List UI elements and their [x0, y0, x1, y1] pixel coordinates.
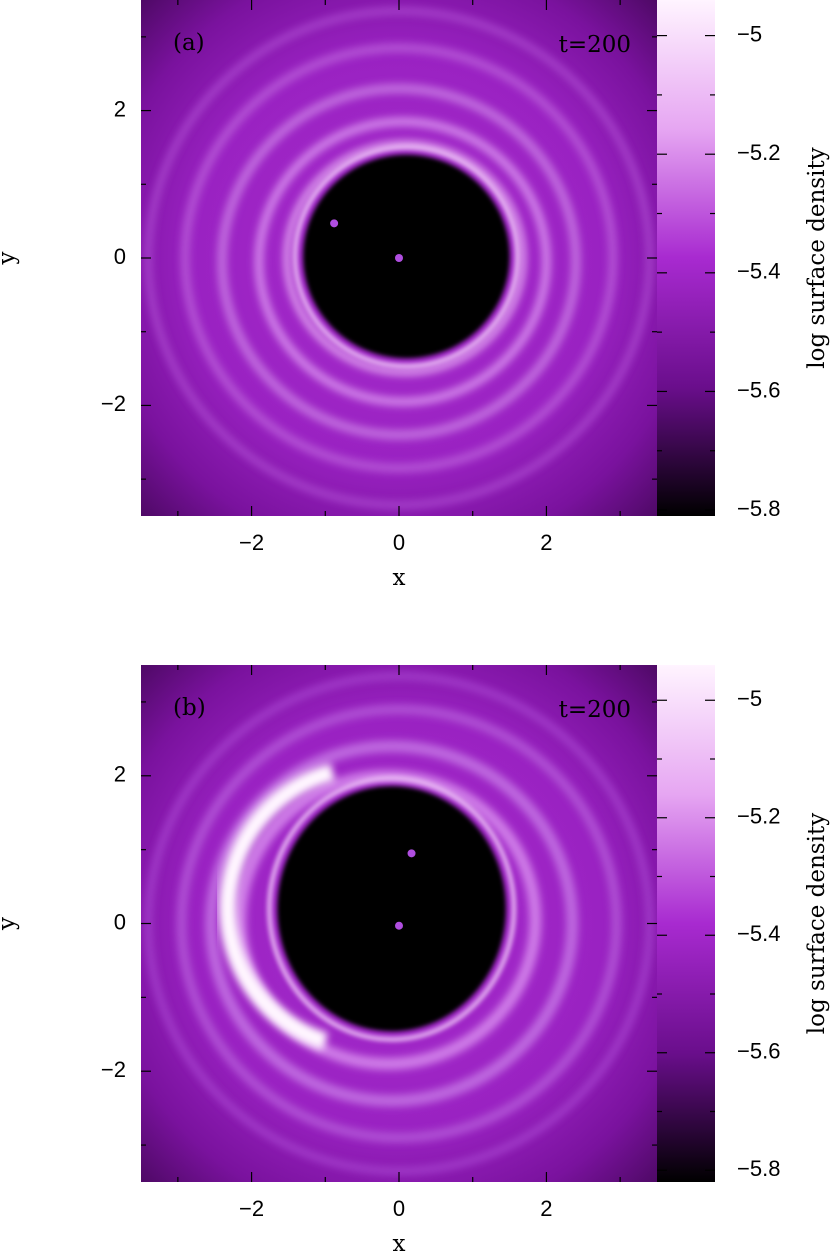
x-tick-label: 2	[540, 530, 552, 555]
density-ring	[176, 704, 622, 1143]
colorbar-tick-label: −5.6	[737, 377, 780, 402]
point	[395, 254, 403, 262]
density-ring	[217, 83, 581, 440]
point	[395, 921, 403, 930]
colorbar-tick-label: −5.6	[737, 1039, 780, 1064]
panel-label: (a)	[173, 30, 205, 56]
point	[407, 849, 416, 858]
annotation: t=200	[559, 697, 631, 723]
x-axis-label: x	[393, 565, 406, 591]
density-ring	[254, 117, 551, 407]
panel: −2 0 2 −2 0 2 x y (a) t=200 −5.8 −5.6 −5.4 −5.2 −5 log …	[0, 0, 830, 591]
y-tick-label: 2	[114, 96, 126, 121]
x-tick-label: −2	[239, 530, 264, 555]
colorbar	[657, 665, 715, 1182]
colorbar-tick-label: −5.8	[737, 1156, 780, 1181]
colorbar-label: log surface density	[804, 813, 830, 1034]
annotation: t=200	[559, 32, 631, 58]
colorbar-tick-label: −5.4	[737, 259, 780, 284]
colorbar-tick-label: −5.4	[737, 921, 780, 946]
panel-label: (b)	[173, 695, 206, 721]
y-tick-label: −2	[101, 391, 126, 416]
x-axis-label: x	[393, 1231, 406, 1255]
x-tick-label: −2	[239, 1196, 264, 1221]
cavity	[303, 154, 510, 359]
y-axis-label: y	[0, 917, 20, 931]
y-tick-label: 0	[114, 244, 126, 269]
x-tick-label: 0	[393, 530, 405, 555]
point	[330, 219, 339, 228]
colorbar-tick-label: −5.2	[737, 804, 780, 829]
bright-crescent	[218, 763, 335, 1051]
colorbar	[657, 0, 715, 516]
colorbar-tick-label: −5	[737, 686, 762, 711]
density-ring	[205, 740, 579, 1107]
inner-ring	[292, 144, 521, 369]
y-axis-label: y	[0, 252, 20, 266]
x-tick-label: 2	[540, 1196, 552, 1221]
colorbar-label: log surface density	[804, 147, 830, 368]
y-tick-label: −2	[101, 1057, 126, 1082]
colorbar-tick-label: −5.8	[737, 496, 780, 521]
density-ring	[283, 140, 527, 376]
density-ring	[180, 43, 618, 473]
inner-ring	[266, 775, 517, 1042]
density-map	[141, 0, 657, 516]
x-tick-label: 0	[393, 1196, 405, 1221]
colorbar-tick-label: −5.2	[737, 140, 780, 165]
cavity	[277, 786, 506, 1032]
y-tick-label: 2	[114, 762, 126, 787]
y-tick-label: 0	[114, 909, 126, 934]
panel: −2 0 2 −2 0 2 x y (b) t=200 −5.8 −5.6 −5.4 −5.2 −5 log …	[0, 665, 830, 1255]
colorbar-tick-label: −5	[737, 21, 762, 46]
